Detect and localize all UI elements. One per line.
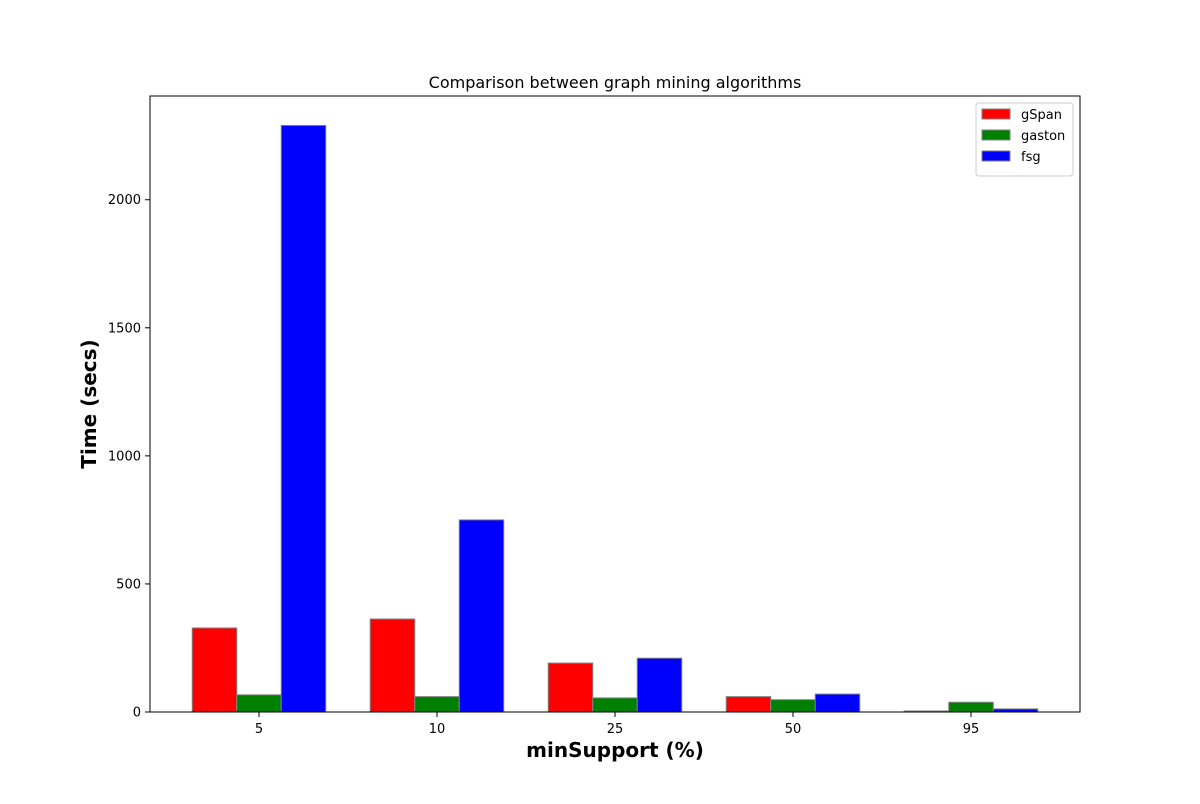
x-axis-label: minSupport (%) <box>526 738 704 762</box>
y-axis-label: Time (secs) <box>77 339 101 468</box>
y-tick-label: 1500 <box>108 321 141 336</box>
x-axis: 5 10 25 50 95 <box>255 712 979 737</box>
bar-fsg-25 <box>636 657 683 713</box>
legend-swatch-gSpan <box>981 108 1011 120</box>
bar-gSpan-5 <box>191 627 238 713</box>
bars-layer <box>191 124 1039 713</box>
legend-label-gaston: gaston <box>1021 129 1065 144</box>
y-axis: 0 500 1000 1500 2000 <box>108 193 150 721</box>
bar-gaston-10 <box>414 696 460 713</box>
x-tick-label: 25 <box>607 722 624 737</box>
legend-label-gSpan: gSpan <box>1021 108 1062 123</box>
bar-fsg-5 <box>280 124 327 713</box>
bar-gSpan-10 <box>369 618 416 713</box>
x-tick-label: 95 <box>963 722 980 737</box>
legend-swatch-fsg <box>981 150 1011 162</box>
bar-gaston-25 <box>592 697 638 713</box>
y-tick-label: 500 <box>116 577 141 592</box>
bar-gaston-50 <box>770 699 816 713</box>
y-tick-label: 2000 <box>108 193 141 208</box>
x-tick-label: 10 <box>429 722 446 737</box>
bar-gaston-5 <box>236 694 282 713</box>
bar-gSpan-25 <box>547 662 594 713</box>
bar-fsg-50 <box>814 693 861 713</box>
bar-fsg-10 <box>458 519 505 713</box>
bar-gSpan-50 <box>725 696 772 713</box>
chart-title: Comparison between graph mining algorith… <box>429 73 802 92</box>
legend-swatch-gaston <box>981 129 1011 141</box>
x-tick-label: 5 <box>255 722 263 737</box>
x-tick-label: 50 <box>785 722 802 737</box>
y-tick-label: 1000 <box>108 449 141 464</box>
legend: gSpan gaston fsg <box>975 102 1074 177</box>
y-tick-label: 0 <box>133 706 141 721</box>
bar-gaston-95 <box>948 701 994 713</box>
legend-label-fsg: fsg <box>1021 150 1041 165</box>
